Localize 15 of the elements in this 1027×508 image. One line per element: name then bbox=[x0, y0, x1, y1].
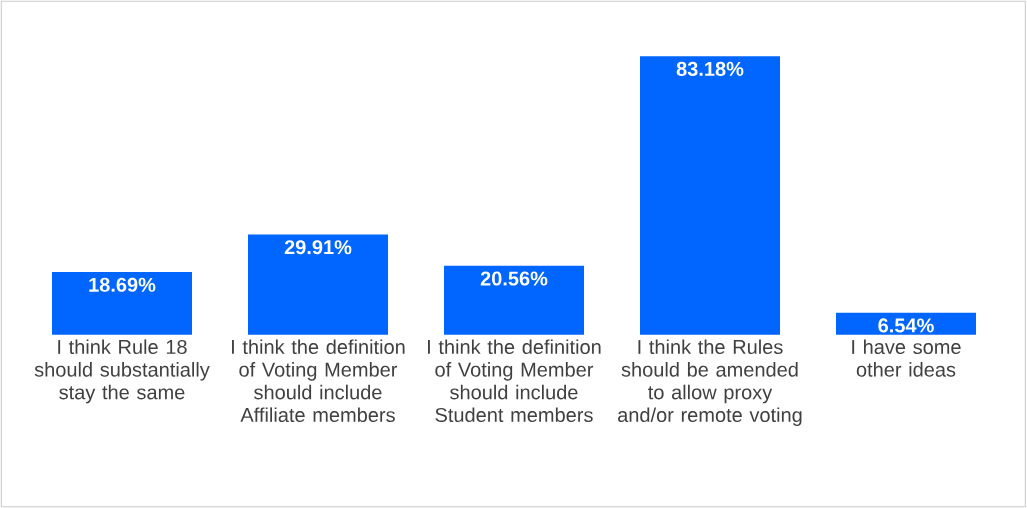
data-label: 6.54% bbox=[878, 318, 934, 333]
x-tick-label: I think the Rules should be amended to allow proxy and/or remote voting bbox=[618, 339, 802, 427]
x-tick-label: I think the definition of Voting Member should include Affiliate members bbox=[232, 339, 405, 423]
data-label: 29.91% bbox=[284, 240, 352, 255]
bar bbox=[248, 234, 388, 335]
x-tick-label: I have some other ideas bbox=[852, 339, 961, 377]
bar bbox=[52, 272, 193, 335]
data-label: 83.18% bbox=[676, 61, 744, 76]
bar bbox=[836, 312, 976, 335]
x-tick-label: I think Rule 18 should substantially stay the same bbox=[34, 339, 210, 404]
data-label: 20.56% bbox=[480, 271, 548, 286]
x-tick-label: I think the definition of Voting Member should include Student members bbox=[428, 339, 601, 423]
bar bbox=[444, 265, 585, 335]
bar bbox=[640, 56, 780, 335]
data-label: 18.69% bbox=[89, 277, 156, 292]
